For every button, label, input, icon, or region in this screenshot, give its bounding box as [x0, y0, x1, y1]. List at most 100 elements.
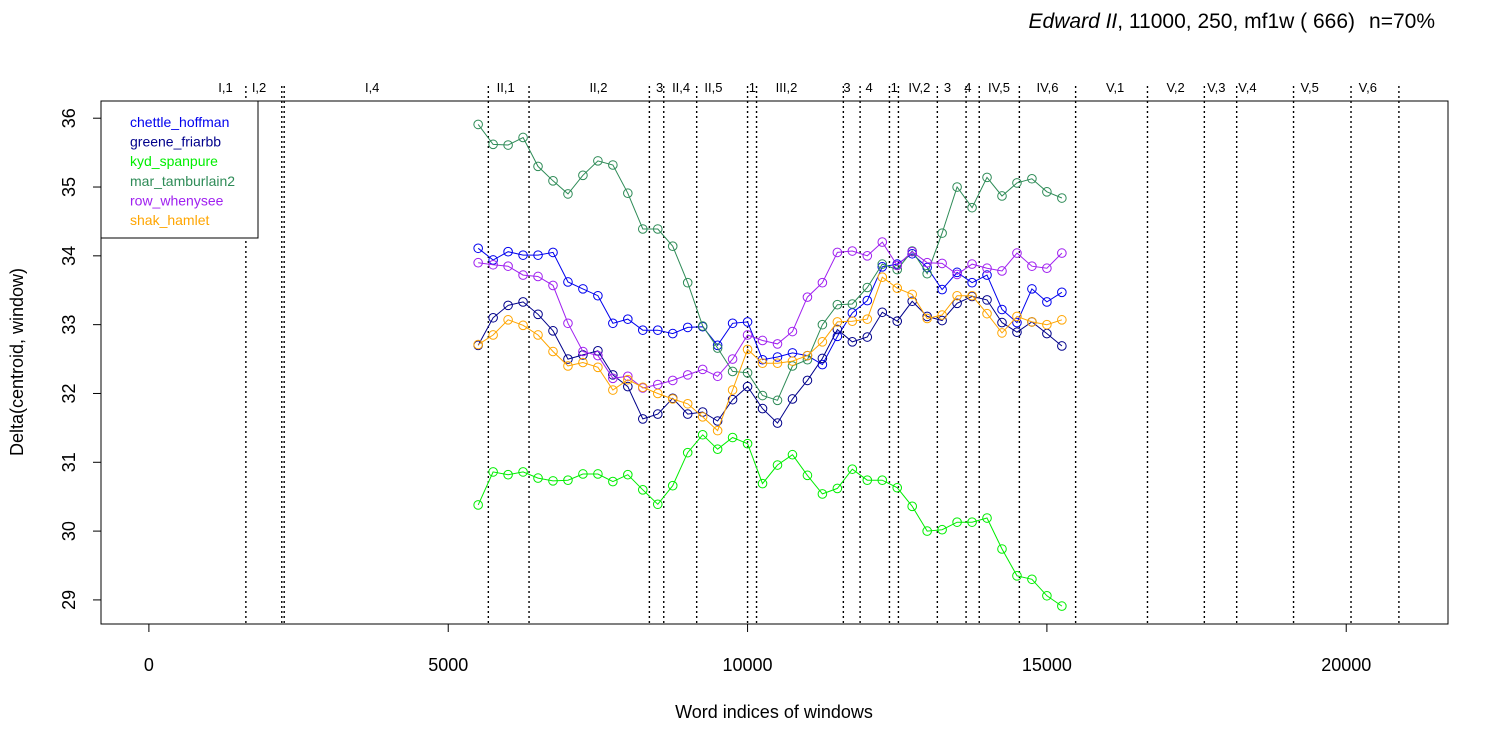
y-tick-label: 35	[59, 177, 79, 197]
data-point	[877, 259, 888, 269]
data-point	[623, 381, 633, 392]
data-point	[682, 277, 693, 288]
data-point	[503, 140, 513, 150]
data-point	[757, 358, 768, 368]
data-point	[832, 331, 843, 342]
data-point	[907, 289, 917, 300]
data-point	[712, 444, 723, 455]
data-point	[1057, 287, 1067, 298]
data-point	[802, 470, 813, 481]
data-point	[518, 270, 528, 280]
y-tick-label: 29	[59, 590, 79, 610]
data-point	[563, 318, 573, 329]
data-point	[652, 409, 663, 419]
data-point	[787, 361, 798, 371]
scene-label: II,5	[704, 80, 722, 95]
data-point	[578, 284, 588, 294]
data-point	[967, 517, 977, 527]
data-point	[982, 172, 992, 183]
data-point	[862, 295, 873, 306]
data-point	[892, 316, 903, 327]
data-point	[533, 250, 543, 260]
chart-title-rest: , 11000, 250, mf1w ( 666)	[1117, 10, 1355, 33]
data-point	[802, 350, 813, 361]
data-point	[563, 354, 573, 364]
series-greene_friarbb	[473, 291, 1067, 428]
data-point	[787, 449, 798, 460]
data-point	[697, 412, 708, 422]
data-point	[488, 312, 498, 323]
legend-entry: shak_hamlet	[130, 212, 209, 228]
data-point	[847, 299, 858, 309]
data-point	[847, 337, 858, 347]
data-point	[1042, 297, 1052, 307]
data-point	[727, 385, 738, 395]
data-point	[1012, 311, 1022, 322]
x-axis-label: Word indices of windows	[675, 702, 873, 722]
data-point	[682, 398, 693, 409]
data-point	[1042, 263, 1052, 274]
data-point	[667, 480, 678, 491]
chart-title: Edward II, 11000, 250, mf1w ( 666) n=70%	[1029, 10, 1435, 33]
data-point	[637, 224, 648, 234]
data-point	[847, 246, 858, 256]
scene-label: III,2	[776, 80, 798, 95]
data-point	[727, 366, 738, 377]
data-point	[742, 317, 753, 327]
scene-label: 4	[865, 80, 872, 95]
data-point	[892, 283, 903, 293]
data-point	[772, 460, 783, 470]
data-point	[593, 350, 603, 361]
series-line	[477, 276, 1063, 432]
data-point	[937, 315, 947, 326]
y-tick-label: 32	[59, 383, 79, 403]
data-point	[488, 259, 498, 270]
data-point	[892, 260, 903, 271]
data-point	[862, 475, 873, 485]
data-point	[548, 346, 558, 357]
data-point	[817, 489, 828, 499]
data-point	[503, 469, 513, 480]
data-point	[682, 322, 693, 333]
data-point	[967, 277, 977, 288]
data-point	[652, 499, 663, 510]
data-point	[563, 277, 573, 287]
scene-label: V,2	[1166, 80, 1184, 95]
scene-labels: I,1 I,2 I,4 II,1 II,2 3 II,4 II,5 1 III,2 3 4 1 IV,2 3…	[218, 80, 1377, 95]
scene-label: V,4	[1238, 80, 1256, 95]
data-point	[787, 394, 798, 404]
data-point	[742, 438, 753, 449]
scene-label: 3	[656, 80, 663, 95]
scene-label: 1	[749, 80, 756, 95]
data-point	[652, 224, 663, 234]
series-shak_hamlet	[473, 272, 1067, 436]
y-tick-label: 30	[59, 521, 79, 541]
data-point	[757, 403, 768, 414]
data-point	[997, 317, 1007, 328]
data-point	[877, 237, 888, 247]
data-point	[473, 243, 483, 254]
data-point	[877, 272, 888, 282]
data-point	[742, 368, 753, 378]
data-point	[1057, 315, 1067, 325]
data-point	[907, 501, 917, 512]
data-point	[922, 313, 932, 324]
data-point	[563, 475, 573, 485]
data-point	[637, 485, 648, 495]
data-point	[608, 385, 618, 395]
data-point	[578, 170, 588, 181]
series-line	[478, 241, 1063, 389]
scene-boundaries	[245, 86, 1400, 624]
data-point	[608, 373, 618, 384]
data-point	[503, 261, 513, 271]
legend-entry: mar_tamburlain2	[130, 173, 235, 189]
data-point	[982, 308, 992, 319]
data-point	[697, 364, 708, 375]
data-point	[563, 189, 573, 199]
data-point	[503, 315, 513, 325]
data-point	[667, 394, 678, 404]
data-point	[533, 271, 543, 282]
series-line	[477, 434, 1063, 607]
data-point	[1027, 574, 1037, 585]
scene-label: IV,6	[1037, 80, 1059, 95]
